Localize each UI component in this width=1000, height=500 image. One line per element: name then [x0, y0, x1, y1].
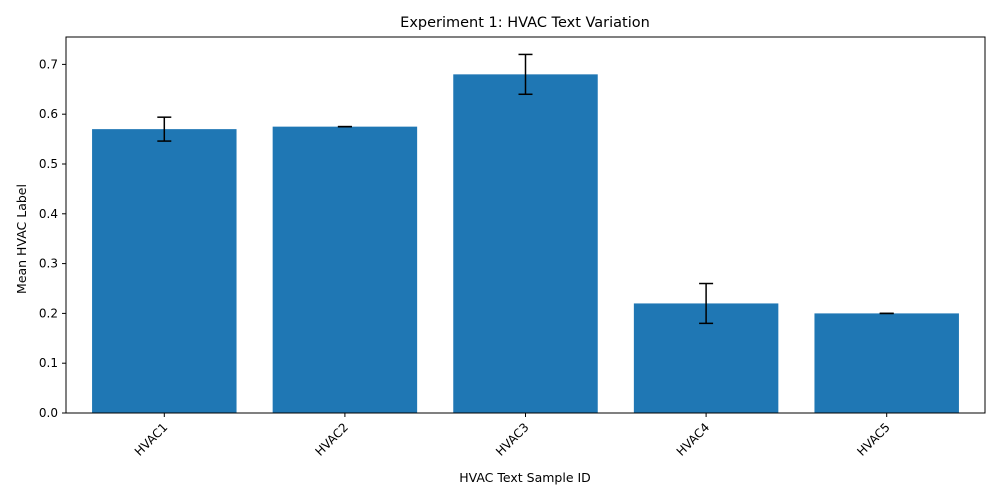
y-tick-label: 0.1	[39, 356, 58, 370]
x-tick-label: HVAC5	[854, 420, 893, 459]
y-axis-label: Mean HVAC Label	[14, 184, 29, 294]
y-tick-label: 0.0	[39, 406, 58, 420]
x-tick-label: HVAC1	[132, 420, 171, 459]
bar-hvac3	[453, 74, 598, 414]
y-tick-label: 0.5	[39, 157, 58, 171]
y-tick-label: 0.6	[39, 107, 58, 121]
bar-hvac2	[272, 126, 418, 413]
y-tick-label: 0.4	[39, 207, 58, 221]
x-tick-label: HVAC4	[674, 420, 713, 459]
bar-hvac1	[92, 129, 237, 413]
chart-title: Experiment 1: HVAC Text Variation	[400, 15, 650, 31]
x-axis-label: HVAC Text Sample ID	[459, 470, 591, 485]
x-tick-label: HVAC2	[312, 420, 351, 459]
plot-area: 0.0 0.1 0.2 0.3 0.4 0.5 0.6 0.7 HVAC1 HVAC2 HVAC3 H…	[39, 36, 986, 459]
y-tick-label: 0.3	[39, 257, 58, 271]
y-tick-label: 0.2	[39, 306, 58, 320]
y-tick-label: 0.7	[39, 57, 58, 71]
bar-hvac5	[814, 313, 959, 413]
x-tick-label: HVAC3	[493, 420, 532, 459]
